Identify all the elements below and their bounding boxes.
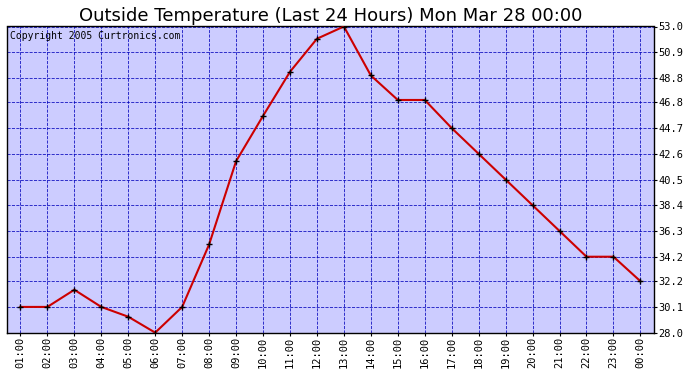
Text: Copyright 2005 Curtronics.com: Copyright 2005 Curtronics.com — [10, 31, 181, 41]
Title: Outside Temperature (Last 24 Hours) Mon Mar 28 00:00: Outside Temperature (Last 24 Hours) Mon … — [79, 7, 582, 25]
